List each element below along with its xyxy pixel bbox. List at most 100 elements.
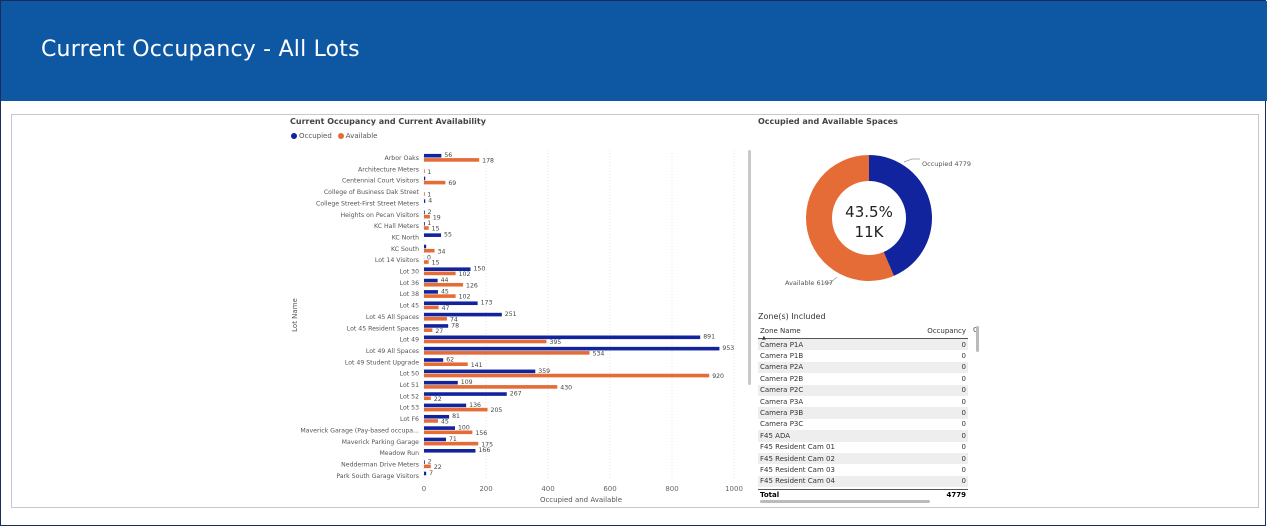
bar-available[interactable]: [424, 294, 456, 298]
donut-slice-occupied[interactable]: [869, 155, 933, 276]
bar-available[interactable]: [424, 419, 438, 423]
bar-available[interactable]: [424, 226, 429, 230]
bar-occupied[interactable]: [424, 244, 427, 249]
legend-available[interactable]: Available: [337, 132, 377, 140]
zone-name-cell: Camera P2B: [760, 374, 804, 383]
bar-available[interactable]: [424, 351, 590, 355]
bar-occupied[interactable]: [424, 176, 426, 181]
total-value: 4779: [946, 490, 966, 499]
table-row[interactable]: Camera P2A 0: [758, 361, 968, 374]
bar-occupied[interactable]: [424, 335, 701, 340]
table-row[interactable]: Camera P3C 0: [758, 419, 968, 430]
bar-occupied[interactable]: [424, 437, 447, 442]
bar-available[interactable]: [424, 248, 435, 253]
donut-label-occupied: Occupied 4779: [922, 160, 971, 168]
bar-available[interactable]: [424, 396, 431, 401]
x-tick-label: 200: [479, 485, 492, 493]
bar-chart-legend[interactable]: Occupied Available: [291, 132, 377, 140]
bar-available[interactable]: [424, 464, 431, 469]
bar-occupied[interactable]: [424, 380, 458, 385]
bar-occupied[interactable]: [424, 471, 427, 476]
data-label-available: 15: [432, 260, 440, 267]
data-label-available: 156: [475, 430, 487, 437]
legend-occupied-dot: [291, 133, 297, 139]
bar-available[interactable]: [424, 441, 479, 446]
table-row[interactable]: Camera P1A 0: [758, 339, 968, 351]
bar-occupied[interactable]: [424, 267, 471, 271]
bar-available[interactable]: [424, 362, 468, 366]
bar-chart-scrollbar[interactable]: [748, 150, 751, 385]
bar-available[interactable]: [424, 317, 447, 321]
table-row[interactable]: F45 Resident Cam 01 0: [758, 442, 968, 453]
data-label-available: 1: [427, 192, 431, 199]
zone-occupancy-cell: 0: [961, 352, 966, 361]
bar-available[interactable]: [424, 180, 446, 185]
bar-occupied[interactable]: [424, 233, 442, 237]
col-zone-name[interactable]: Zone Name: [760, 327, 801, 335]
bar-available[interactable]: [424, 260, 429, 264]
bar-available[interactable]: [424, 214, 430, 219]
bar-available[interactable]: [424, 192, 425, 196]
bar-available[interactable]: [424, 385, 558, 389]
bar-occupied[interactable]: [424, 369, 536, 374]
bar-available[interactable]: [424, 169, 425, 174]
y-category-label: Lot 30: [400, 269, 419, 276]
bar-available[interactable]: [424, 339, 547, 344]
bar-occupied[interactable]: [424, 403, 467, 408]
bar-available[interactable]: [424, 271, 456, 276]
bar-occupied[interactable]: [424, 222, 425, 226]
y-category-label: Lot 36: [400, 280, 419, 287]
report-canvas: [11, 114, 1259, 508]
bar-available[interactable]: [424, 407, 488, 412]
bar-available[interactable]: [424, 158, 480, 162]
table-row[interactable]: Camera P3B 0: [758, 407, 968, 419]
bar-available[interactable]: [424, 373, 710, 378]
data-label-available: 102: [459, 271, 471, 278]
table-row[interactable]: F45 Resident Cam 03 0: [758, 464, 968, 475]
bar-occupied[interactable]: [424, 312, 502, 317]
bar-occupied[interactable]: [424, 414, 450, 419]
table-row[interactable]: F45 ADA 0: [758, 430, 968, 442]
y-category-label: Heights on Pecan Visitors: [341, 212, 419, 219]
table-row[interactable]: Camera P1B 0: [758, 350, 968, 361]
y-axis-title: Lot Name: [291, 298, 299, 332]
bar-occupied[interactable]: [424, 358, 444, 362]
legend-occupied[interactable]: Occupied: [291, 132, 332, 140]
table-row[interactable]: F45 Resident Cam 04 0: [758, 475, 968, 488]
bar-occupied[interactable]: [424, 290, 438, 294]
bar-occupied[interactable]: [424, 392, 507, 396]
bar-occupied[interactable]: [424, 426, 455, 430]
bar-available[interactable]: [424, 282, 464, 287]
data-label-available: 34: [438, 248, 446, 255]
bar-occupied[interactable]: [424, 210, 425, 215]
x-tick-label: 400: [541, 485, 554, 493]
bar-occupied[interactable]: [424, 324, 449, 328]
zone-table-scrollbar-horizontal[interactable]: [760, 500, 930, 503]
bar-occupied[interactable]: [424, 449, 476, 453]
y-category-label: KC South: [391, 246, 419, 253]
table-row[interactable]: Camera P2B 0: [758, 373, 968, 384]
bar-occupied[interactable]: [424, 153, 442, 158]
zone-occupancy-cell: 0: [961, 363, 966, 372]
x-tick-label: 800: [665, 485, 678, 493]
zone-occupancy-cell: 0: [961, 340, 966, 349]
data-label-available: 22: [434, 396, 442, 403]
bar-available[interactable]: [424, 305, 439, 310]
zone-table-scrollbar-vertical[interactable]: [976, 326, 979, 352]
y-category-label: Lot 38: [400, 291, 419, 298]
bar-available[interactable]: [424, 328, 433, 332]
table-row[interactable]: F45 Resident Cam 02 0: [758, 452, 968, 465]
bar-occupied[interactable]: [424, 460, 425, 464]
bar-occupied[interactable]: [424, 199, 426, 203]
bar-available[interactable]: [424, 430, 473, 435]
table-row[interactable]: Camera P3A 0: [758, 396, 968, 407]
bar-occupied[interactable]: [424, 301, 478, 306]
bar-occupied[interactable]: [424, 278, 438, 283]
data-label-occupied: 45: [441, 288, 449, 295]
bar-occupied[interactable]: [424, 346, 720, 351]
col-occupancy[interactable]: Occupancy: [927, 327, 966, 335]
donut-slice-available[interactable]: [806, 155, 894, 282]
table-row[interactable]: Camera P2C 0: [758, 384, 968, 396]
